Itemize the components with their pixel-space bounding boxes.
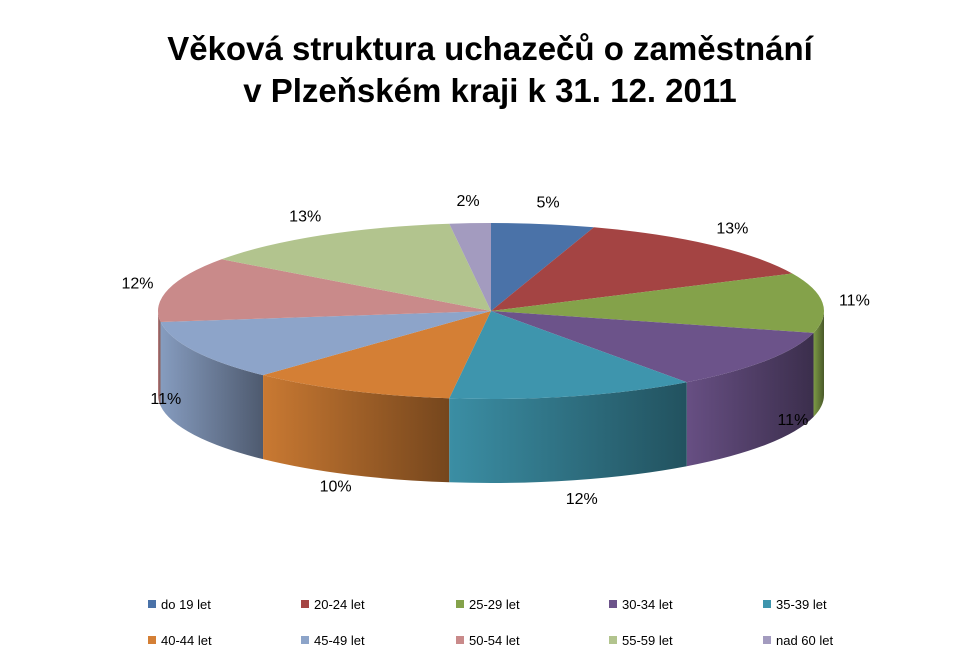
legend-item-45-49-let: 45-49 let [301, 632, 365, 648]
legend-label: nad 60 let [776, 632, 834, 648]
pie-side-40-44-let [263, 375, 450, 483]
legend-label: 25-29 let [469, 596, 520, 612]
legend-item-20-24-let: 20-24 let [301, 596, 365, 612]
data-label-55-59-let: 13% [289, 208, 321, 225]
pie-side-50-54-let [158, 311, 161, 407]
pie-slice-30-34-let [491, 311, 814, 383]
pie-side-35-39-let [449, 382, 687, 483]
legend-swatch [456, 636, 464, 644]
legend-item-nad-60-let: nad 60 let [763, 632, 833, 648]
pie-slice-55-59-let [221, 223, 491, 311]
legend-swatch [301, 600, 309, 608]
legend-label: 45-49 let [314, 632, 365, 648]
legend-label: 30-34 let [622, 596, 673, 612]
pie-slice-35-39-let [449, 311, 687, 399]
chart-title: Věková struktura uchazečů o zaměstnání v… [0, 28, 980, 112]
legend-swatch [301, 636, 309, 644]
legend-item-35-39-let: 35-39 let [763, 596, 827, 612]
data-label-nad-60-let: 2% [457, 193, 480, 210]
legend-label: do 19 let [161, 596, 211, 612]
legend-label: 40-44 let [161, 632, 212, 648]
data-label-35-39-let: 12% [566, 491, 598, 508]
pie-slice-25-29-let [491, 273, 824, 333]
pie-slice-40-44-let [263, 311, 491, 399]
legend-swatch [763, 600, 771, 608]
data-label-50-54-let: 12% [121, 276, 153, 293]
chart-title-line-1: Věková struktura uchazečů o zaměstnání [167, 30, 813, 67]
pie-slice-nad-60-let [449, 223, 491, 311]
legend-swatch [763, 636, 771, 644]
legend-swatch [456, 600, 464, 608]
legend-item-50-54-let: 50-54 let [456, 632, 520, 648]
legend-swatch [609, 636, 617, 644]
legend-item-do-19-let: do 19 let [148, 596, 211, 612]
pie-slice-20-24-let [491, 227, 793, 311]
pie-slice-50-54-let [157, 259, 491, 323]
pie-slice-do-19-let [491, 223, 594, 311]
data-label-do-19-let: 5% [537, 194, 560, 211]
legend-swatch [148, 600, 156, 608]
data-label-20-24-let: 13% [716, 220, 748, 237]
data-label-30-34-let: 11% [777, 412, 808, 429]
chart-title-line-2: v Plzeňském kraji k 31. 12. 2011 [243, 72, 737, 109]
legend-swatch [148, 636, 156, 644]
legend-item-25-29-let: 25-29 let [456, 596, 520, 612]
data-label-45-49-let: 11% [150, 391, 181, 408]
pie-side-45-49-let [160, 322, 264, 460]
data-label-25-29-let: 11% [839, 293, 870, 310]
legend-label: 35-39 let [776, 596, 827, 612]
pie-side-30-34-let [686, 332, 814, 467]
legend-label: 20-24 let [314, 596, 365, 612]
legend-item-40-44-let: 40-44 let [148, 632, 212, 648]
pie-slice-45-49-let [160, 311, 492, 376]
legend-label: 55-59 let [622, 632, 673, 648]
legend-label: 50-54 let [469, 632, 520, 648]
pie-side-25-29-let [813, 311, 824, 417]
legend-item-55-59-let: 55-59 let [609, 632, 673, 648]
legend-swatch [609, 600, 617, 608]
data-label-40-44-let: 10% [320, 479, 352, 496]
legend-item-30-34-let: 30-34 let [609, 596, 673, 612]
